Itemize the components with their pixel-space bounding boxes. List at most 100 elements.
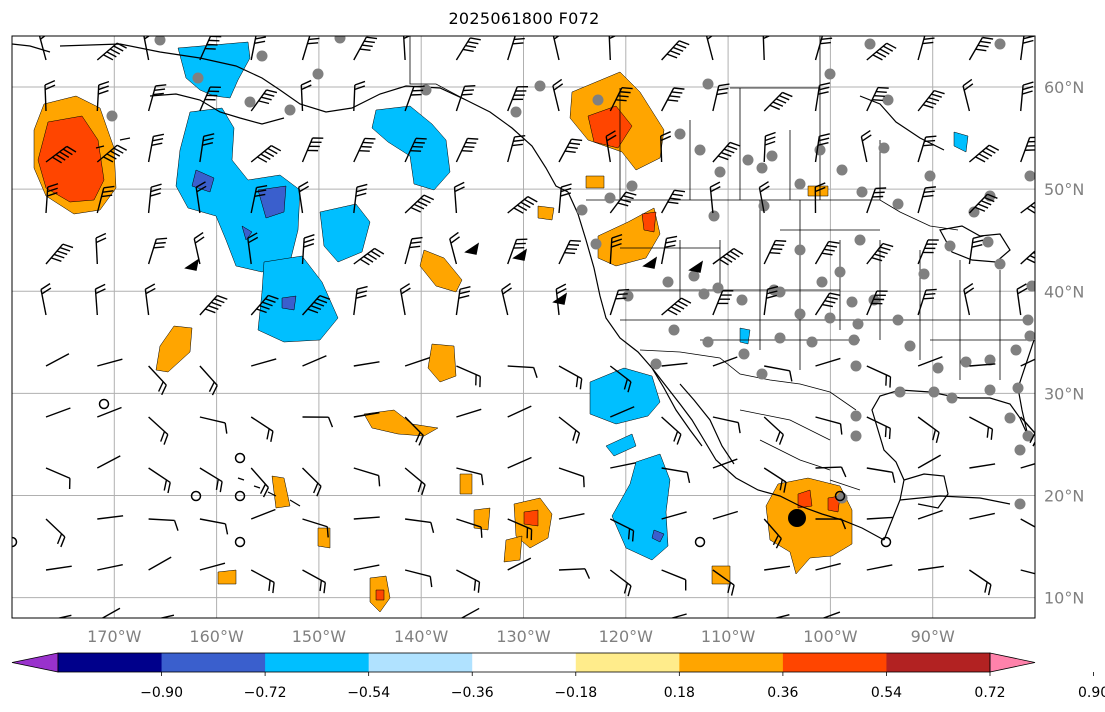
negative-anomaly-region [651,529,665,543]
wind-barb [815,466,847,478]
us-mexico-border [639,349,857,411]
wind-barb [97,563,123,571]
station-dot [1024,330,1035,342]
hawaii-islands [237,477,301,507]
station-dot [702,78,714,90]
positive-anomaly-regions [33,71,853,613]
station-dot [848,334,860,346]
lat-tick-label: 20°N [1044,486,1084,505]
station-dot [534,80,546,92]
wind-barb [1020,518,1035,533]
wind-barb [558,239,581,265]
wind-barb [353,467,381,487]
station-dot [622,290,634,302]
wind-barb [404,416,424,446]
wind-barb [148,467,171,494]
positive-anomaly-region [217,569,237,585]
wind-barb [1020,569,1035,578]
station-dot [694,144,706,156]
lon-tick-label: 100°W [803,627,858,646]
wind-barb [814,36,833,61]
station-dot [850,360,862,372]
wind-barb [297,181,309,214]
positive-anomaly-region [585,175,605,189]
wind-barb [866,86,889,112]
wind-barb [455,137,479,163]
positive-anomaly-region [797,489,813,509]
wind-barb [969,569,992,596]
wind-barb [302,569,327,594]
wind-barb [763,467,787,493]
wind-barb [353,137,376,163]
wind-barb [40,283,52,316]
wind-barb [302,355,327,367]
station-dot [984,384,996,396]
wind-barb [968,144,1000,163]
wind-barb [661,467,691,483]
station-dot [882,94,894,106]
calm-circle [98,398,110,410]
wind-barb [558,467,585,488]
station-dot [856,186,868,198]
wind-barb [712,416,741,434]
wind-barb [404,569,433,588]
colorbar-segment [265,653,370,672]
station-dot [650,358,662,370]
wind-barb [456,365,481,388]
wind-barb [45,243,74,265]
wind-barb [353,183,368,214]
wind-pennant [512,248,528,261]
lat-tick-label: 60°N [1044,78,1084,97]
wind-barb [353,285,368,316]
station-dot [590,238,602,250]
colorbar-extend-high [989,652,1036,673]
wind-barb [45,467,71,490]
wind-barbs [38,36,1035,618]
station-dot [816,276,828,288]
wind-barb [712,356,738,367]
wind-barb [866,416,891,440]
wind-barb [250,569,275,594]
wind-barb [917,135,937,163]
station-dot [918,268,930,280]
wind-barb [609,233,623,265]
station-dot [968,206,980,218]
lat-tick-label: 30°N [1044,384,1084,403]
station-dot [1024,170,1035,182]
wind-barb [917,509,943,520]
colorbar-tick-label: −0.90 [140,685,183,701]
coastline-aleutians [95,93,285,149]
wind-barb [763,239,787,265]
station-dot [712,282,724,294]
wind-barb [45,353,70,367]
colorbar-tick-label: 0.54 [871,685,902,701]
wind-barb [455,84,476,112]
station-dot [756,368,768,380]
wind-barb [148,556,172,571]
station-dot [1014,498,1026,510]
station-dot [794,178,806,190]
wind-barb [195,181,207,214]
wind-barb [815,357,841,367]
wind-barb [1020,354,1035,367]
wind-barb [712,247,744,266]
wind-barb [762,36,774,61]
wind-barb [661,511,687,520]
wind-barb [917,416,940,443]
colorbar-tick-label: 0.18 [664,685,695,701]
positive-anomaly-region [641,211,657,233]
wind-barb [199,365,218,396]
lon-tick-label: 160°W [189,627,244,646]
station-dot [714,166,726,178]
wind-barb [969,363,996,367]
lat-tick-label: 40°N [1044,282,1084,301]
station-dot [852,318,864,330]
positive-anomaly-region [459,473,473,495]
wind-barb [402,36,414,61]
calm-circle [880,536,892,548]
wind-barb [97,358,123,367]
station-dot [284,104,296,116]
station-dot [824,68,836,80]
wind-barb [661,40,690,61]
wind-barb [199,467,223,493]
